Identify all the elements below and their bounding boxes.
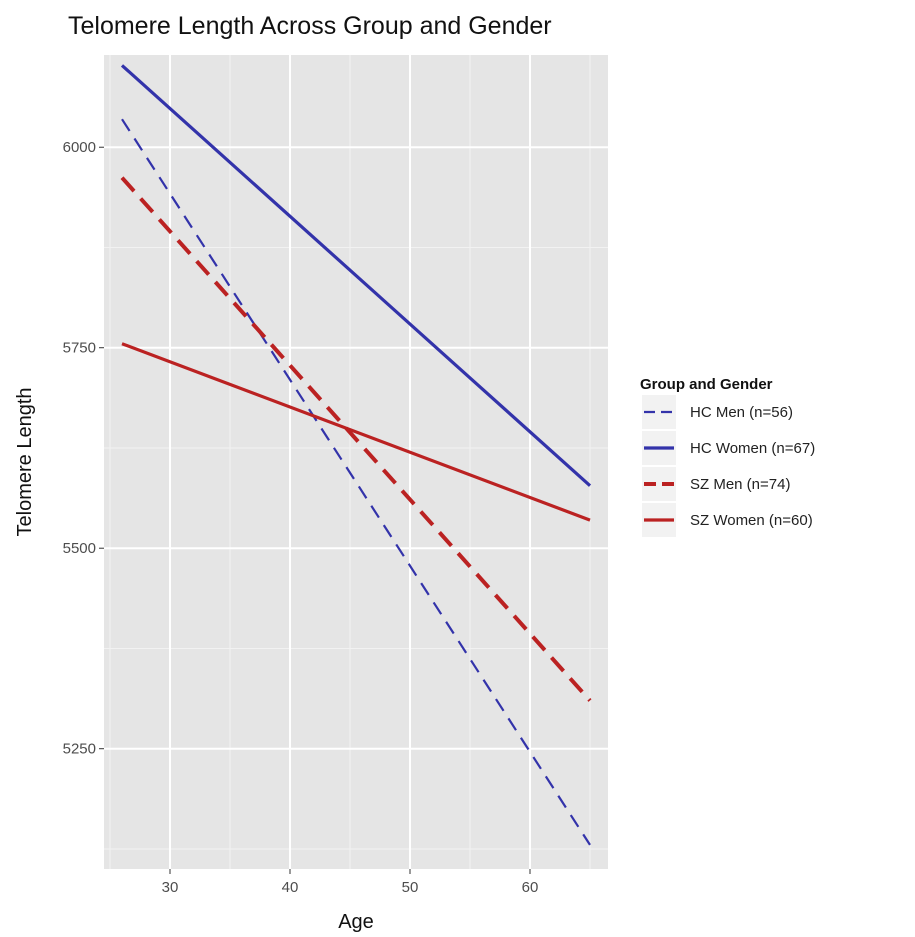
x-tick-label: 40 [282,879,299,896]
chart-title: Telomere Length Across Group and Gender [68,12,552,40]
grid-minor [104,55,608,869]
x-axis: 30 40 50 60 [162,869,539,896]
plot-panel [104,55,608,869]
legend-label: HC Women (n=67) [690,440,815,457]
y-tick-label: 5500 [63,540,96,557]
y-tick-label: 6000 [63,139,96,156]
x-axis-title: Age [338,911,374,933]
x-tick-label: 60 [522,879,539,896]
y-axis: 5250 5500 5750 6000 [63,139,104,758]
series-line-1 [121,118,591,846]
series-line-4 [121,342,591,522]
y-tick-label: 5750 [63,340,96,357]
x-tick-label: 50 [402,879,419,896]
legend-label: SZ Men (n=74) [690,476,790,493]
legend: Group and Gender HC Men (n=56) HC Women (… [640,376,815,537]
series-lines [120,64,592,846]
series-line-2 [120,64,592,487]
legend-title: Group and Gender [640,376,773,393]
series-line-3 [120,176,592,702]
y-axis-title: Telomere Length [14,388,36,537]
legend-label: HC Men (n=56) [690,404,793,421]
y-tick-label: 5250 [63,741,96,758]
legend-label: SZ Women (n=60) [690,512,813,529]
x-tick-label: 30 [162,879,179,896]
grid-major [104,55,608,869]
